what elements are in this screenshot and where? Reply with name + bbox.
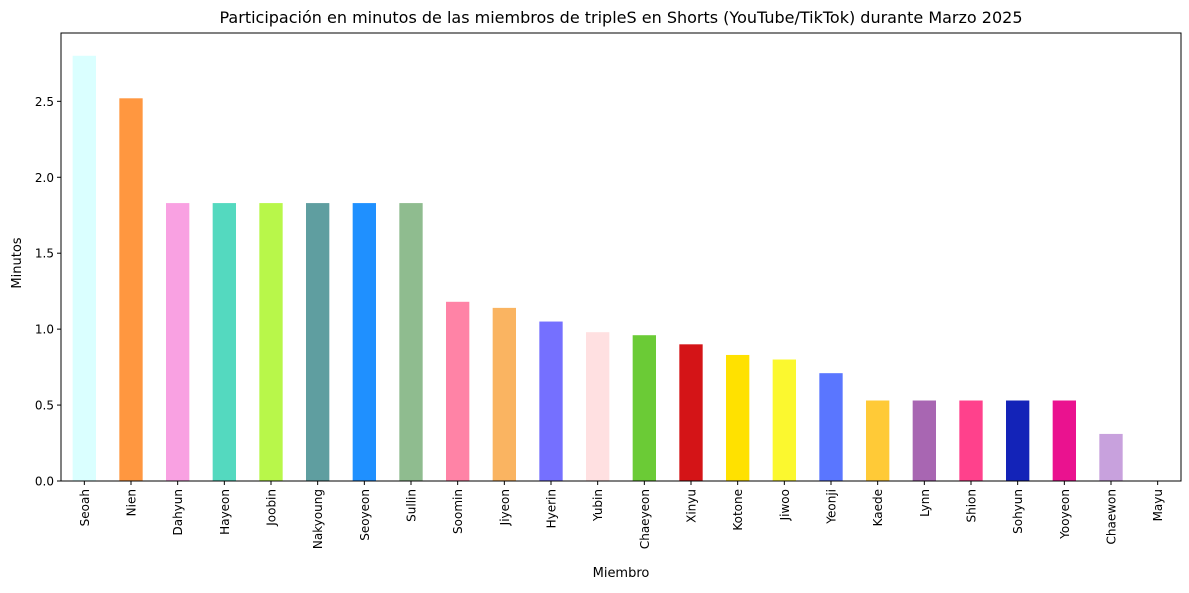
x-tick-label: Shion (965, 489, 979, 523)
bar-nakyoung (306, 203, 330, 481)
x-tick-label: Seoah (78, 489, 92, 526)
x-tick-label: Nien (125, 489, 139, 516)
x-tick-label: Chaeyeon (638, 489, 652, 549)
x-tick-label: Jiwoo (778, 489, 792, 521)
plot-area-frame (60, 32, 1182, 482)
x-tick-label: Sohyun (1011, 489, 1025, 534)
bar-yubin (586, 332, 610, 481)
x-tick-label: Dahyun (171, 489, 185, 536)
y-tick-label: 2.0 (35, 171, 54, 185)
x-tick-label: Nakyoung (311, 489, 325, 549)
x-axis-ticks: Seoah Nien Dahyun Hayeon Joobin Nakyoung Seoye… (78, 481, 1165, 549)
bar-kaede (866, 400, 890, 481)
bar-lynn (912, 400, 936, 481)
x-axis-label: Miembro (593, 566, 650, 581)
x-tick-label: Seoyeon (358, 489, 372, 541)
bar-soomin (446, 301, 470, 481)
x-tick-label: Yubin (591, 489, 605, 522)
x-tick-label: Hayeon (218, 489, 232, 535)
y-tick-label: 1.5 (35, 247, 54, 261)
bar-sohyun (1006, 400, 1030, 481)
bar-seoah (72, 55, 96, 481)
x-tick-label: Mayu (1151, 489, 1165, 521)
bar-hayeon (212, 203, 236, 481)
x-tick-label: Joobin (265, 489, 279, 527)
x-tick-label: Soomin (451, 489, 465, 534)
bar-joobin (259, 203, 283, 481)
y-tick-label: 0.5 (35, 399, 54, 413)
x-tick-label: Sullin (405, 489, 419, 522)
bar-xinyu (679, 344, 703, 481)
x-tick-label: Yooyeon (1058, 489, 1072, 540)
x-tick-label: Kaede (871, 489, 885, 526)
bar-dahyun (166, 203, 190, 481)
bar-shion (959, 400, 983, 481)
y-tick-label: 1.0 (35, 323, 54, 337)
bar-sullin (399, 203, 423, 481)
bar-hyerin (539, 321, 563, 481)
bar-chaeyeon (632, 335, 656, 481)
bar-jiwoo (772, 359, 796, 481)
bar-seoyeon (352, 203, 376, 481)
x-tick-label: Xinyu (685, 489, 699, 523)
x-tick-label: Chaewon (1105, 489, 1119, 544)
x-tick-label: Hyerin (545, 489, 559, 528)
x-tick-label: Kotone (731, 489, 745, 531)
bar-nien (119, 98, 143, 481)
bars-layer (72, 55, 1123, 481)
bar-jiyeon (492, 307, 516, 481)
bar-kotone (726, 354, 750, 481)
y-tick-label: 0.0 (35, 475, 54, 489)
bar-yooyeon (1052, 400, 1076, 481)
y-axis-label: Minutos (10, 237, 25, 288)
bar-chaewon (1099, 433, 1123, 481)
y-axis-ticks: 0.0 0.5 1.0 1.5 2.0 2.5 (35, 95, 61, 489)
bar-yeonji (819, 373, 843, 481)
chart-title: Participación en minutos de las miembros… (220, 8, 1023, 27)
x-tick-label: Jiyeon (498, 489, 512, 526)
x-tick-label: Yeonji (825, 489, 839, 525)
y-tick-label: 2.5 (35, 95, 54, 109)
x-tick-label: Lynn (918, 489, 932, 517)
